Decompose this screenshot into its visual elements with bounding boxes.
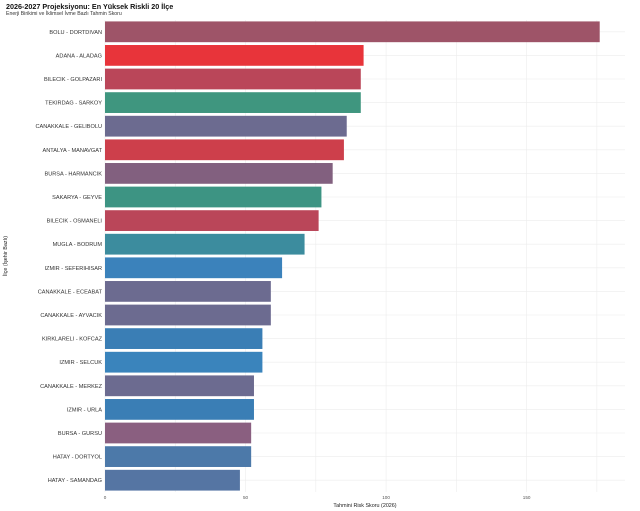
x-tick-labels: 0 50 100 150 <box>104 495 531 500</box>
bar <box>105 21 600 43</box>
y-tick-label: HATAY - DORTYOL <box>53 455 102 461</box>
y-tick-label: BOLU - DORTDIVAN <box>49 30 102 36</box>
bar <box>105 233 305 255</box>
y-tick-label: KIRKLARELI - KOFCAZ <box>42 337 103 343</box>
bar <box>105 210 319 231</box>
y-tick-label: ANTALYA - MANAVGAT <box>43 148 103 154</box>
y-tick-label: BILECIK - OSMANELI <box>47 219 103 225</box>
x-tick-label: 0 <box>104 495 107 500</box>
grid-lines <box>104 20 625 492</box>
y-tick-label: TEKIRDAG - SARKOY <box>45 101 102 107</box>
bar <box>105 469 240 491</box>
y-axis-title: İlçe (İşehir Bazlı) <box>2 236 9 276</box>
y-tick-label: BILECIK - GOLPAZARI <box>44 77 102 83</box>
bar <box>105 446 252 467</box>
y-tick-label: IZMIR - SEFERIHISAR <box>45 266 103 272</box>
bar <box>105 328 263 349</box>
bar <box>105 68 361 90</box>
y-tick-labels: BOLU - DORTDIVAN ADANA - ALADAG BILECIK - … <box>35 30 102 484</box>
y-tick-label: BURSA - GURSU <box>58 431 102 437</box>
bar <box>105 257 283 279</box>
y-tick-label: CANAKKALE - ECEABAT <box>38 289 103 295</box>
x-tick-label: 50 <box>243 495 249 500</box>
bar <box>105 186 322 208</box>
y-tick-label: SAKARYA - GEYVE <box>52 195 102 201</box>
bar <box>105 45 364 66</box>
x-axis-title: Tahmini Risk Skoru (2026) <box>333 503 396 509</box>
y-tick-label: CANAKKALE - MERKEZ <box>40 384 102 390</box>
bar <box>105 139 344 161</box>
y-tick-label: CANAKKALE - GELIBOLU <box>35 124 102 130</box>
bar <box>105 351 263 373</box>
bar <box>105 304 271 326</box>
bar <box>105 399 254 420</box>
x-tick-label: 150 <box>523 495 531 500</box>
y-tick-label: MUGLA - BODRUM <box>53 242 103 248</box>
chart-subtitle: Enerji Birikimi ve İklimsel İvme Bazlı T… <box>6 11 122 17</box>
bar <box>105 92 361 113</box>
x-tick-label: 100 <box>382 495 390 500</box>
bar <box>105 281 271 302</box>
y-tick-label: IZMIR - SELCUK <box>59 360 102 366</box>
y-tick-label: BURSA - HARMANCIK <box>45 171 103 177</box>
y-tick-label: IZMIR - URLA <box>67 407 102 413</box>
bar <box>105 375 254 397</box>
y-tick-label: CANAKKALE - AYVACIK <box>40 313 102 319</box>
bar <box>105 163 333 184</box>
chart-title: 2026-2027 Projeksiyonu: En Yüksek Riskli… <box>6 2 174 11</box>
bar <box>105 115 347 137</box>
bars <box>105 21 600 491</box>
y-tick-label: ADANA - ALADAG <box>56 53 102 59</box>
y-tick-label: HATAY - SAMANDAG <box>48 478 102 484</box>
bar <box>105 422 252 444</box>
